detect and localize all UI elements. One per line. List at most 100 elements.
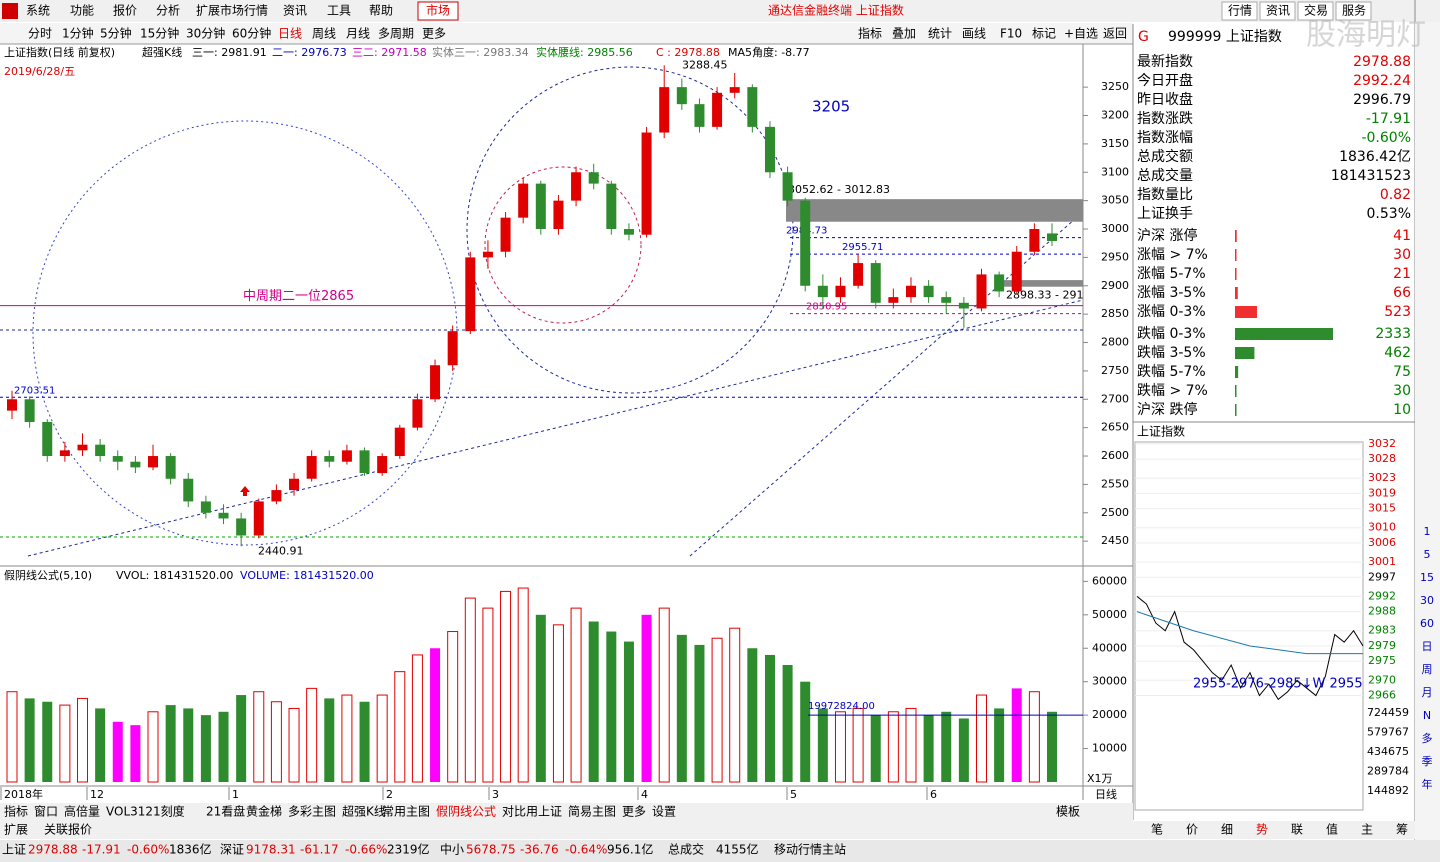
label[interactable]: 关联报价 (44, 822, 92, 837)
label[interactable]: N (1423, 709, 1431, 722)
label[interactable]: 季 (1422, 755, 1433, 768)
label[interactable]: 扩展 (4, 823, 28, 837)
label[interactable]: 对比用上证 (502, 805, 562, 819)
label: 1 (232, 788, 239, 801)
label[interactable]: 多周期 (378, 27, 414, 41)
label[interactable]: 值 (1326, 822, 1338, 837)
label[interactable]: 设置 (652, 805, 676, 819)
candle-body (377, 456, 388, 474)
label[interactable]: 周 (1422, 663, 1433, 676)
label: 涨幅 3-5% (1137, 285, 1206, 301)
volume-bar (905, 707, 917, 783)
label: 75 (1393, 364, 1411, 380)
volume-bar (764, 654, 775, 782)
menu-button (1297, 1, 1334, 21)
volume-bar (1047, 711, 1057, 782)
volume-bar (994, 708, 1005, 782)
label[interactable]: 筹 (1396, 823, 1408, 837)
label: 523 (1384, 304, 1411, 320)
label[interactable]: 资讯 (283, 4, 307, 18)
label[interactable]: 1分钟 (62, 26, 94, 41)
label[interactable]: 统计 (928, 27, 952, 41)
label[interactable]: 更多 (622, 805, 646, 819)
label[interactable]: 笔 (1151, 822, 1163, 837)
label[interactable]: 5 (1424, 548, 1431, 561)
label[interactable]: 指标 (4, 804, 28, 819)
label: 沪深 跌停 (1137, 401, 1197, 418)
candle-body (236, 518, 247, 536)
label[interactable]: 价 (1186, 823, 1198, 837)
candle-body (923, 285, 934, 298)
label[interactable]: VOL3121刻度 (106, 804, 185, 819)
label[interactable]: 月线 (346, 27, 370, 41)
volume-bar (800, 681, 811, 782)
label[interactable]: 超强K线 (342, 804, 386, 819)
label: 434675 (1367, 745, 1409, 758)
label[interactable]: 工具 (327, 4, 351, 18)
label[interactable]: 扩展市场行情 (196, 3, 268, 18)
label[interactable]: 21看盘 (206, 804, 245, 819)
label[interactable]: 60 (1420, 617, 1434, 630)
label[interactable]: 叠加 (892, 27, 916, 41)
label[interactable]: 30 (1420, 594, 1434, 607)
label[interactable]: 指标 (858, 26, 882, 41)
volume-bar (1011, 688, 1022, 782)
label[interactable]: 黄金梯 (246, 804, 282, 819)
label: 3023 (1368, 471, 1396, 484)
label[interactable]: 高倍量 (64, 804, 100, 819)
label[interactable]: 联 (1291, 823, 1303, 837)
label[interactable]: 分时 (28, 27, 52, 41)
label[interactable]: 势 (1256, 823, 1268, 837)
label[interactable]: 报价 (113, 3, 137, 18)
label[interactable]: 年 (1422, 777, 1433, 791)
candle-body (218, 512, 229, 519)
label[interactable]: 多彩主图 (288, 805, 336, 819)
candle-body (359, 450, 370, 474)
label: G (1138, 29, 1149, 45)
label[interactable]: 5分钟 (100, 26, 132, 41)
label[interactable]: 功能 (70, 4, 94, 18)
label[interactable]: 返回 (1103, 27, 1127, 41)
label[interactable]: 1 (1424, 525, 1431, 538)
label[interactable]: 日 (1422, 640, 1433, 653)
label[interactable]: 画线 (962, 27, 986, 41)
label: 移动行情主站 (774, 843, 846, 857)
label: 2450 (1101, 534, 1129, 547)
label[interactable]: +自选 (1064, 27, 1098, 41)
label[interactable]: 15分钟 (140, 26, 179, 41)
label: 30000 (1092, 675, 1127, 688)
label[interactable]: 15 (1420, 571, 1434, 584)
label[interactable]: 模板 (1056, 805, 1080, 819)
label: 2750 (1101, 364, 1129, 377)
label: 三二: 2971.58 (352, 46, 427, 59)
label: 3028 (1368, 452, 1396, 465)
label[interactable]: 60分钟 (232, 26, 271, 41)
label[interactable]: 多 (1422, 731, 1433, 745)
label[interactable]: 细 (1221, 823, 1233, 837)
label: 4155亿 (716, 842, 759, 857)
label[interactable]: 周线 (312, 27, 336, 41)
label[interactable]: 月 (1422, 686, 1433, 699)
candle-body (42, 421, 53, 457)
label[interactable]: 系统 (26, 4, 50, 18)
label[interactable]: F10 (1000, 27, 1022, 41)
label[interactable]: 帮助 (369, 4, 393, 18)
label[interactable]: 分析 (156, 4, 180, 18)
label: 3019 (1368, 486, 1396, 499)
label[interactable]: 常用主图 (382, 805, 430, 819)
label: 沪深 涨停 (1137, 227, 1197, 244)
label[interactable]: 假阴线公式 (436, 805, 496, 819)
label: 956.1亿 (607, 842, 653, 857)
label[interactable]: 主 (1361, 823, 1373, 837)
label[interactable]: 30分钟 (186, 26, 225, 41)
label[interactable]: 日线 (278, 27, 302, 41)
candle-body (500, 217, 511, 252)
volume-bar (958, 718, 969, 782)
label[interactable]: 更多 (422, 27, 446, 41)
volume-bar (6, 691, 18, 783)
volume-bar (658, 607, 670, 783)
label[interactable]: 简易主图 (568, 805, 616, 819)
label[interactable]: 窗口 (34, 805, 58, 819)
candle-body (994, 274, 1005, 292)
label[interactable]: 标记 (1032, 27, 1056, 41)
